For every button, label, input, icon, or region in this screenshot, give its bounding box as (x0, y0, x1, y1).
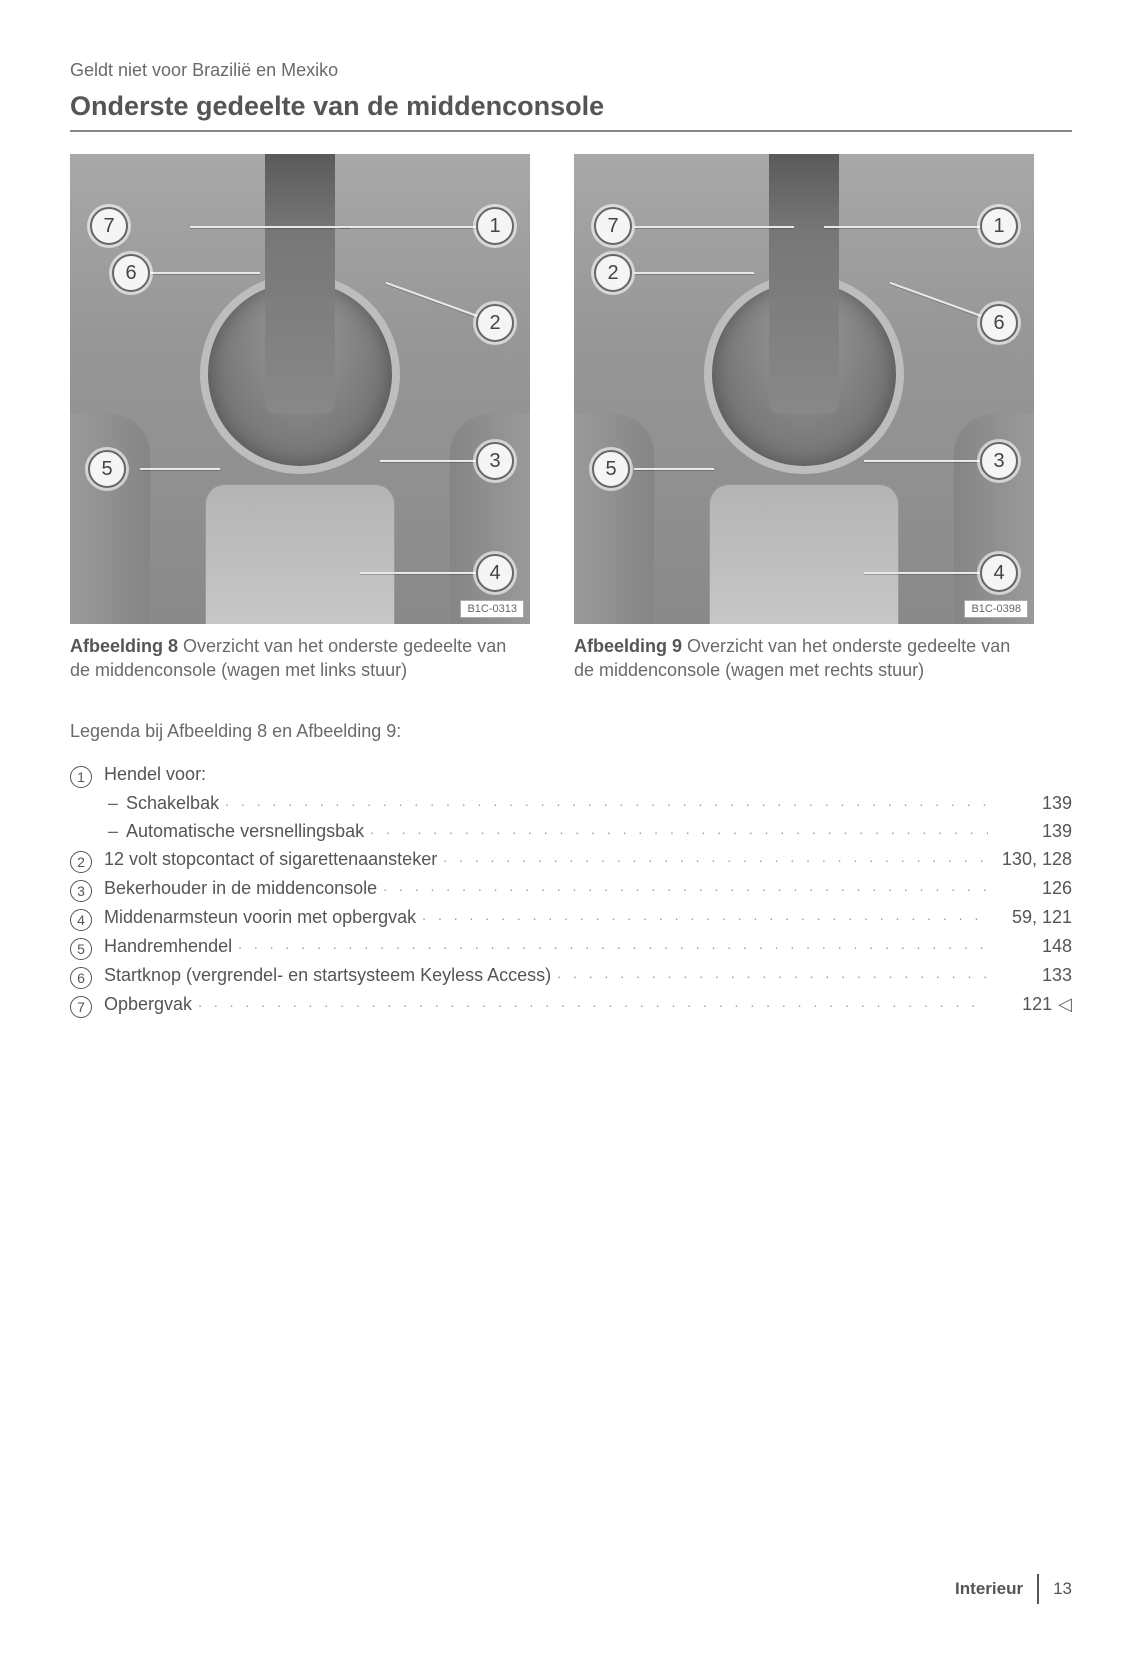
figure-8-callout-4: 4 (476, 554, 514, 592)
figures-row: 7 1 6 2 5 3 4 B1C-0313 Afbeelding 8 Over… (70, 154, 1072, 683)
legend-item-1: 1 Hendel voor: (70, 764, 1072, 786)
figure-8-callout-2: 2 (476, 304, 514, 342)
legend-item-4: 4 Middenarmsteun voorin met opbergvak 59… (70, 907, 1072, 929)
figure-8-caption: Afbeelding 8 Overzicht van het onderste … (70, 634, 530, 683)
legend-number-7: 7 (70, 996, 92, 1018)
figure-9-block: 7 1 2 6 5 3 4 B1C-0398 Afbeelding 9 Over… (574, 154, 1034, 683)
figure-8-caption-bold: Afbeelding 8 (70, 636, 178, 656)
figure-9-callout-4: 4 (980, 554, 1018, 592)
figure-9-callout-2: 2 (594, 254, 632, 292)
page-footer: Interieur 13 (955, 1574, 1072, 1604)
figure-9-code: B1C-0398 (964, 600, 1028, 618)
legend-page-7: 121 ◁ (1002, 994, 1072, 1015)
figure-9-callout-3: 3 (980, 442, 1018, 480)
legend-item-1a: – Schakelbak 139 (70, 793, 1072, 814)
footer-page-number: 13 (1053, 1579, 1072, 1599)
figure-9-callout-6: 6 (980, 304, 1018, 342)
legend-page-1a: 139 (1002, 793, 1072, 814)
figure-9-caption: Afbeelding 9 Overzicht van het onderste … (574, 634, 1034, 683)
legend-number-3: 3 (70, 880, 92, 902)
legend-page-2: 130, 128 (1002, 849, 1072, 870)
figure-8-callout-6: 6 (112, 254, 150, 292)
legend-text-1: Hendel voor: (104, 764, 1072, 785)
legend-page-4: 59, 121 (1002, 907, 1072, 928)
figure-8-callout-1: 1 (476, 207, 514, 245)
legend-number-4: 4 (70, 909, 92, 931)
section-title: Onderste gedeelte van de middenconsole (70, 91, 1072, 132)
figure-8-callout-5: 5 (88, 450, 126, 488)
legend-item-3: 3 Bekerhouder in de middenconsole 126 (70, 878, 1072, 900)
legend-item-1b: – Automatische versnellingsbak 139 (70, 821, 1072, 842)
legend-number-1: 1 (70, 766, 92, 788)
figure-8-callout-3: 3 (476, 442, 514, 480)
legend-item-5: 5 Handremhendel 148 (70, 936, 1072, 958)
legend-page-6: 133 (1002, 965, 1072, 986)
footer-divider (1037, 1574, 1039, 1604)
legend-text-4: Middenarmsteun voorin met opbergvak (104, 907, 988, 928)
legend-number-5: 5 (70, 938, 92, 960)
figure-9-callout-7: 7 (594, 207, 632, 245)
legend-text-1a: Schakelbak (126, 793, 988, 814)
legend-list: 1 Hendel voor: – Schakelbak 139 – Automa… (70, 764, 1072, 1016)
exclusion-note: Geldt niet voor Brazilië en Mexiko (70, 60, 1072, 81)
legend-text-6: Startknop (vergrendel- en startsysteem K… (104, 965, 988, 986)
legend-intro: Legenda bij Afbeelding 8 en Afbeelding 9… (70, 721, 1072, 742)
continuation-arrow-icon: ◁ (1058, 994, 1072, 1014)
legend-text-7: Opbergvak (104, 994, 988, 1015)
legend-page-3: 126 (1002, 878, 1072, 899)
dash-icon: – (108, 793, 118, 814)
legend-item-6: 6 Startknop (vergrendel- en startsysteem… (70, 965, 1072, 987)
figure-8-image: 7 1 6 2 5 3 4 B1C-0313 (70, 154, 530, 624)
legend-text-5: Handremhendel (104, 936, 988, 957)
legend-text-3: Bekerhouder in de middenconsole (104, 878, 988, 899)
legend-text-1b: Automatische versnellingsbak (126, 821, 988, 842)
figure-8-block: 7 1 6 2 5 3 4 B1C-0313 Afbeelding 8 Over… (70, 154, 530, 683)
legend-page-5: 148 (1002, 936, 1072, 957)
legend-text-2: 12 volt stopcontact of sigarettenaanstek… (104, 849, 988, 870)
legend-page-7-num: 121 (1022, 994, 1052, 1014)
figure-9-caption-bold: Afbeelding 9 (574, 636, 682, 656)
figure-9-image: 7 1 2 6 5 3 4 B1C-0398 (574, 154, 1034, 624)
footer-section: Interieur (955, 1579, 1023, 1599)
dash-icon: – (108, 821, 118, 842)
figure-9-callout-1: 1 (980, 207, 1018, 245)
figure-8-code: B1C-0313 (460, 600, 524, 618)
legend-page-1b: 139 (1002, 821, 1072, 842)
figure-8-callout-7: 7 (90, 207, 128, 245)
legend-item-7: 7 Opbergvak 121 ◁ (70, 994, 1072, 1016)
legend-number-6: 6 (70, 967, 92, 989)
legend-item-2: 2 12 volt stopcontact of sigarettenaanst… (70, 849, 1072, 871)
legend-number-2: 2 (70, 851, 92, 873)
figure-9-callout-5: 5 (592, 450, 630, 488)
